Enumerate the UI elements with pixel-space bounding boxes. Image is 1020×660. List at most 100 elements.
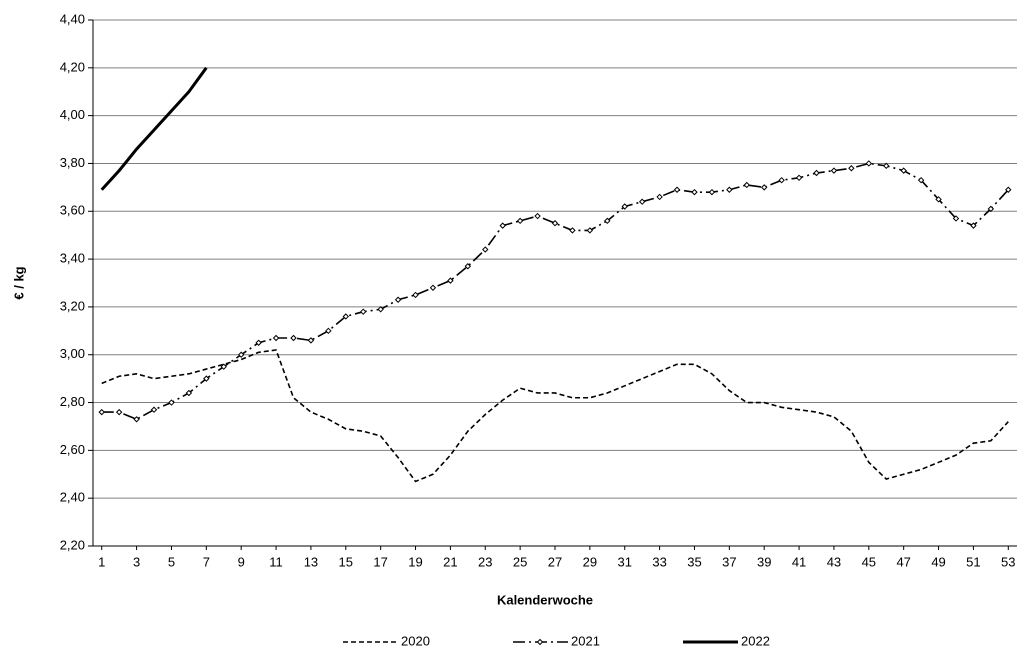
marker	[743, 181, 750, 189]
marker	[795, 174, 803, 182]
marker	[970, 222, 977, 229]
y-tick-label: 4,00	[60, 107, 85, 122]
marker	[569, 227, 576, 234]
marker	[935, 196, 942, 203]
x-tick-label: 7	[203, 554, 210, 569]
marker	[586, 227, 594, 234]
marker	[761, 184, 768, 191]
marker	[133, 416, 140, 423]
y-tick-label: 3,00	[60, 346, 85, 361]
x-tick-label: 3	[133, 554, 140, 569]
x-tick-label: 51	[966, 554, 980, 569]
x-tick-label: 31	[618, 554, 632, 569]
y-tick-label: 2,80	[60, 394, 85, 409]
marker	[900, 167, 907, 174]
marker	[778, 176, 785, 184]
series-line	[100, 66, 208, 191]
marker	[551, 220, 559, 227]
marker	[203, 375, 210, 382]
marker	[534, 212, 541, 220]
x-tick-label: 27	[548, 554, 562, 569]
legend-marker	[536, 638, 544, 646]
marker	[516, 217, 524, 225]
x-tick-label: 41	[792, 554, 806, 569]
marker	[220, 363, 227, 370]
marker	[604, 217, 611, 225]
marker	[429, 284, 437, 291]
marker	[464, 263, 472, 270]
x-tick-label: 1	[98, 554, 105, 569]
x-tick-label: 43	[827, 554, 841, 569]
marker	[813, 169, 820, 177]
y-tick-label: 2,20	[60, 537, 85, 552]
marker	[830, 167, 838, 174]
x-tick-label: 39	[757, 554, 771, 569]
x-tick-label: 19	[408, 554, 422, 569]
marker	[865, 160, 873, 167]
marker	[394, 296, 402, 303]
x-tick-label: 11	[269, 554, 283, 569]
y-tick-label: 3,40	[60, 251, 85, 266]
marker	[98, 408, 105, 416]
marker	[656, 193, 663, 201]
marker	[883, 162, 890, 170]
legend-label: 2020	[401, 633, 430, 648]
marker	[255, 339, 262, 346]
y-tick-label: 4,40	[60, 11, 85, 26]
marker	[377, 306, 384, 313]
marker	[708, 188, 716, 196]
legend-label: 2021	[571, 633, 600, 648]
marker	[412, 291, 419, 299]
marker	[917, 176, 925, 184]
marker	[848, 165, 855, 172]
marker	[272, 334, 280, 342]
y-tick-label: 2,40	[60, 490, 85, 505]
x-tick-label: 9	[238, 554, 245, 569]
marker	[360, 308, 367, 315]
y-axis-title: € / kg	[11, 266, 26, 299]
marker	[987, 205, 995, 213]
marker	[307, 337, 315, 344]
marker	[726, 186, 733, 193]
marker	[691, 188, 698, 196]
x-axis-title: Kalenderwoche	[497, 592, 593, 607]
x-tick-label: 35	[687, 554, 701, 569]
x-tick-label: 13	[304, 554, 318, 569]
marker	[447, 277, 454, 284]
marker	[115, 408, 123, 416]
marker	[482, 246, 489, 253]
x-tick-label: 49	[931, 554, 945, 569]
x-tick-label: 45	[862, 554, 876, 569]
marker	[342, 313, 349, 320]
y-tick-label: 3,60	[60, 203, 85, 218]
x-tick-label: 29	[583, 554, 597, 569]
series-line	[101, 162, 1009, 421]
marker	[237, 351, 245, 358]
marker	[1005, 186, 1012, 193]
x-tick-label: 53	[1001, 554, 1015, 569]
marker	[168, 399, 175, 406]
x-tick-label: 15	[339, 554, 353, 569]
legend-label: 2022	[741, 633, 770, 648]
marker	[150, 406, 158, 413]
x-tick-label: 23	[478, 554, 492, 569]
y-tick-label: 3,80	[60, 155, 85, 170]
marker	[325, 327, 332, 335]
y-tick-label: 4,20	[60, 59, 85, 74]
y-tick-label: 2,60	[60, 442, 85, 457]
marker	[185, 389, 193, 397]
y-tick-label: 3,20	[60, 298, 85, 313]
marker	[638, 198, 646, 205]
marker	[952, 215, 960, 222]
x-tick-label: 21	[443, 554, 457, 569]
marker	[621, 203, 628, 210]
x-tick-label: 37	[722, 554, 736, 569]
x-tick-label: 47	[896, 554, 910, 569]
x-tick-label: 25	[513, 554, 527, 569]
series-line	[101, 349, 1009, 483]
x-tick-label: 17	[373, 554, 387, 569]
x-tick-label: 33	[652, 554, 666, 569]
marker	[673, 186, 681, 193]
